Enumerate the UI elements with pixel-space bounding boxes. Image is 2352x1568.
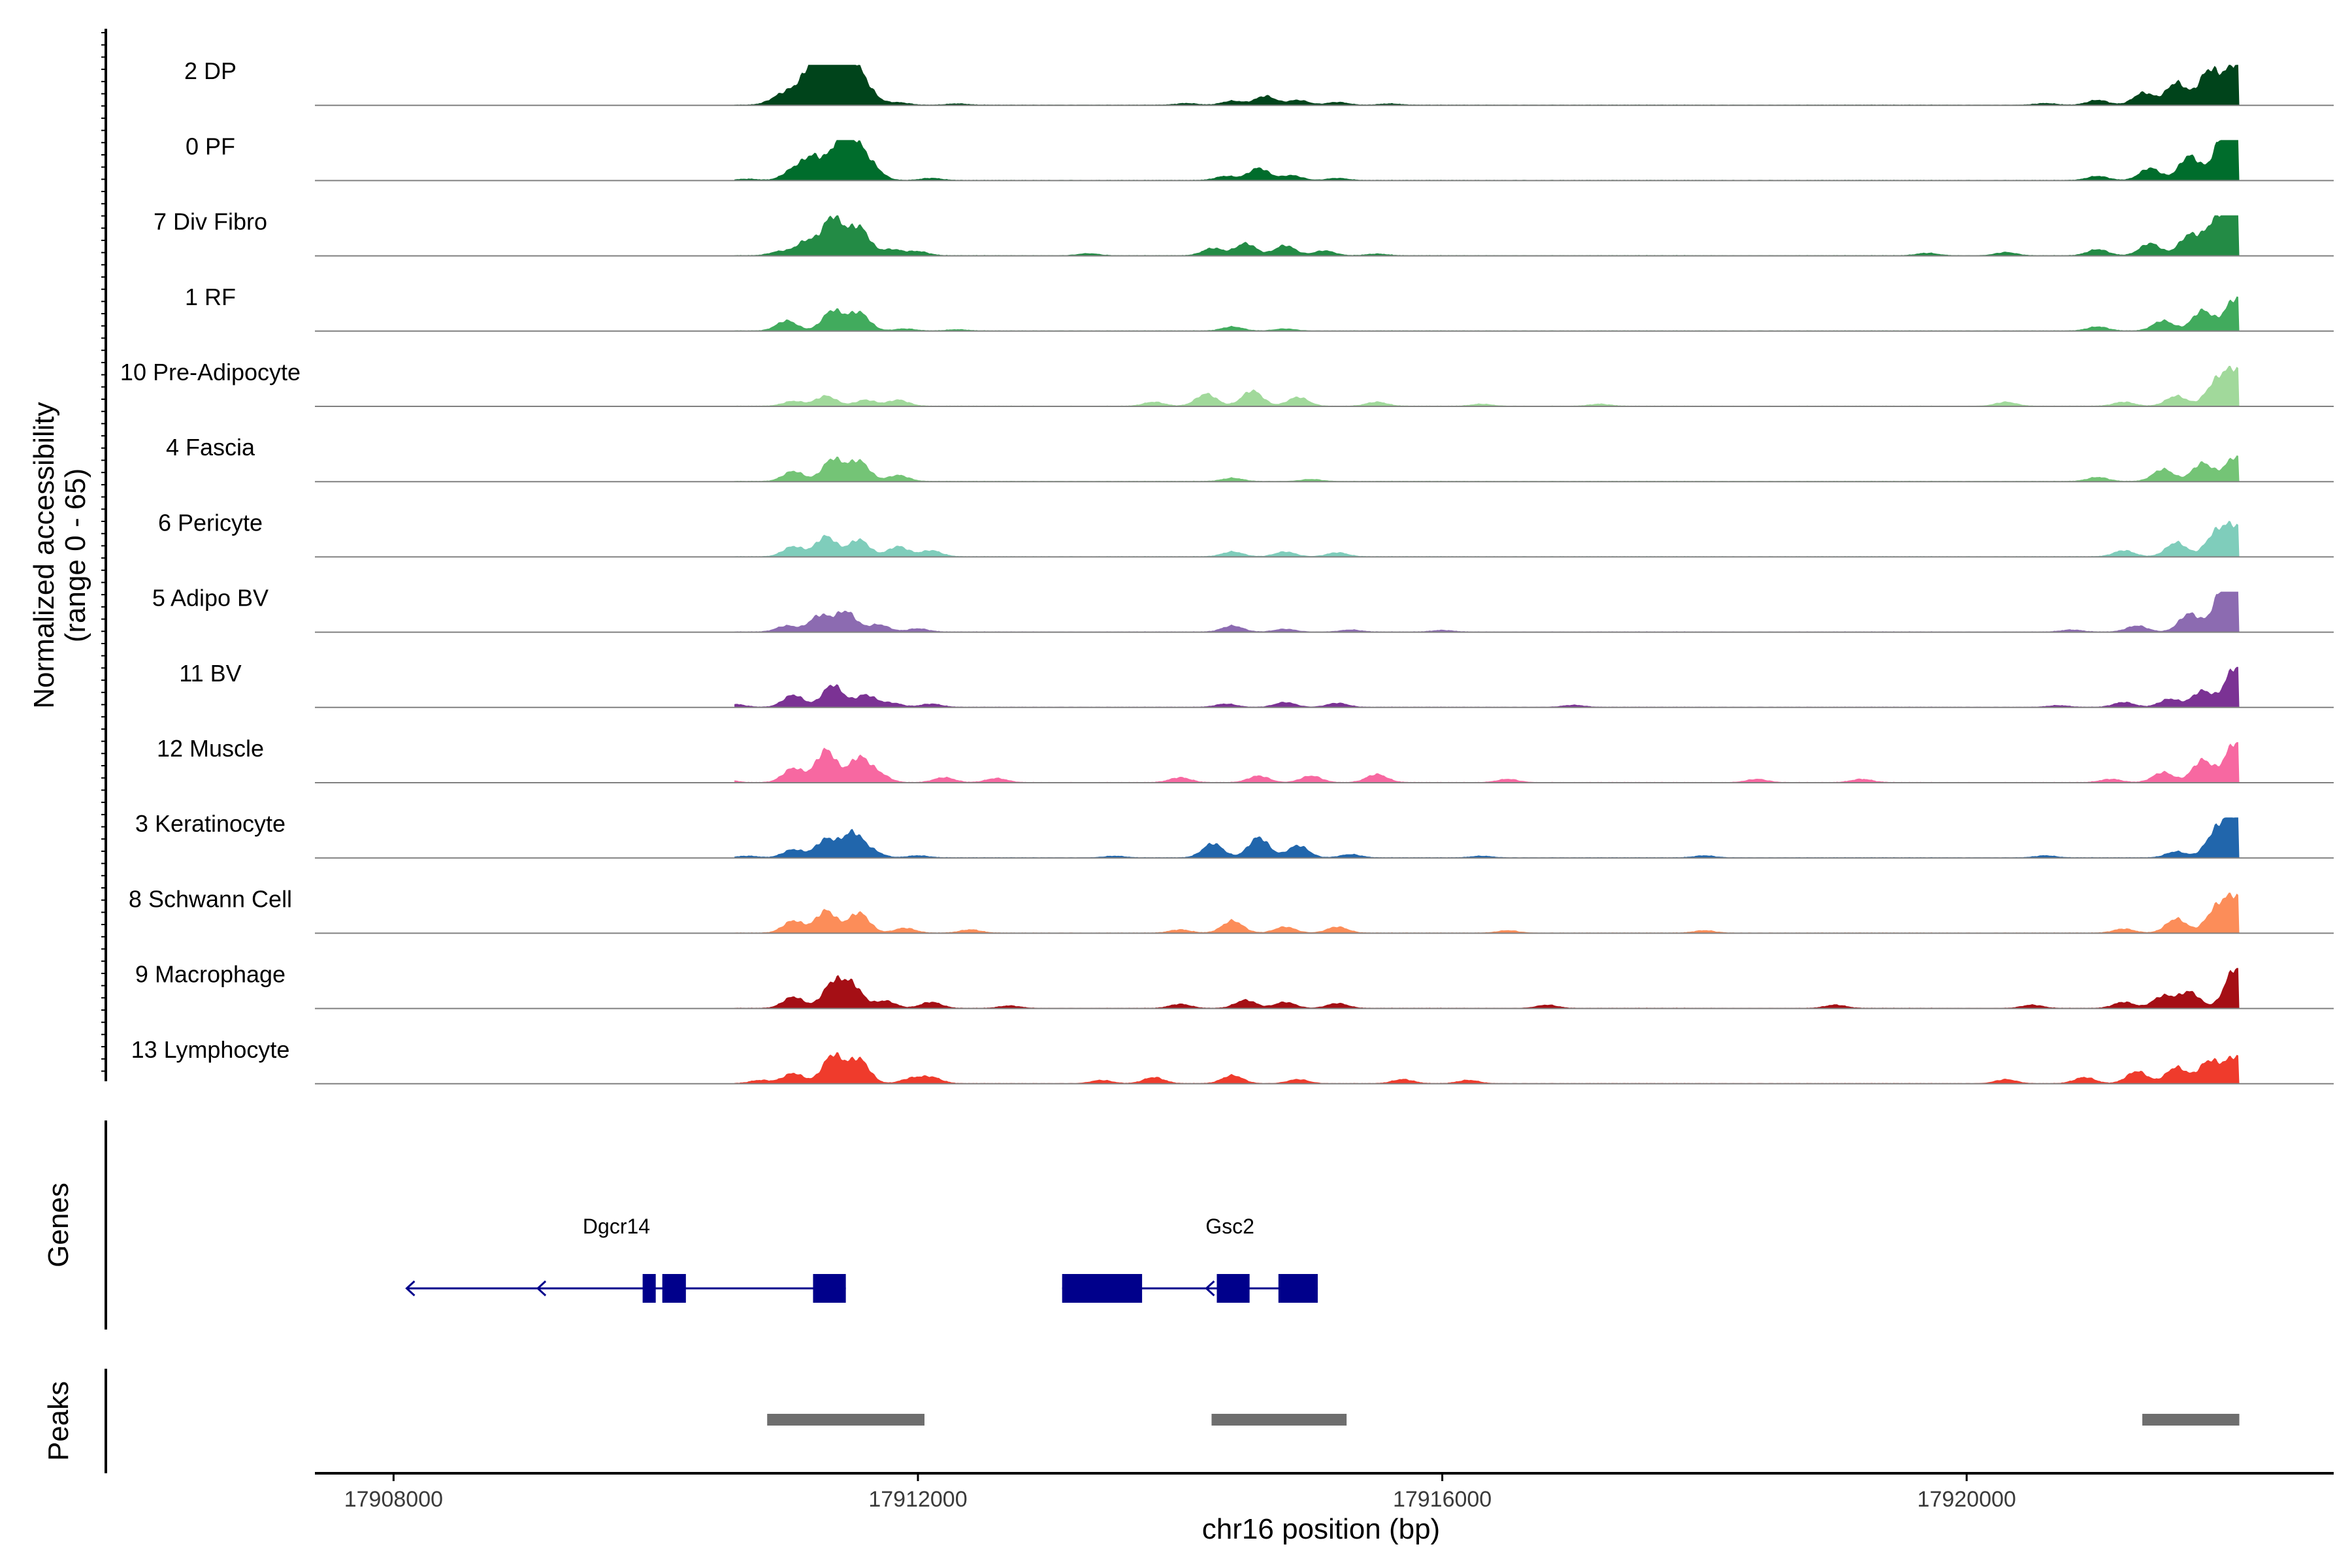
track-5: 10 Pre-Adipocyte (120, 359, 2334, 407)
coverage-area (734, 817, 2240, 858)
x-tick-label: 17912000 (868, 1487, 967, 1512)
track-label: 11 BV (179, 660, 241, 687)
track-4: 1 RF (185, 284, 2334, 332)
track-12: 8 Schwann Cell (129, 885, 2334, 934)
track-8: 5 Adipo BV (152, 585, 2334, 633)
peak-region (767, 1414, 925, 1426)
gene-exon (813, 1274, 846, 1303)
gene-gsc2: Gsc2 (1062, 1215, 1318, 1303)
y-axis-title: Normalized accessibility (28, 402, 60, 708)
track-label: 10 Pre-Adipocyte (120, 359, 301, 385)
coverage-area (734, 366, 2240, 406)
track-label: 3 Keratinocyte (135, 810, 286, 837)
gene-annotations: Dgcr14 Gsc2 (405, 1215, 1318, 1303)
track-label: 1 RF (185, 284, 236, 310)
track-label: 5 Adipo BV (152, 585, 269, 612)
track-label: 12 Muscle (157, 735, 264, 762)
peak-region (2142, 1414, 2240, 1426)
gene-exon (1278, 1274, 1318, 1303)
track-11: 3 Keratinocyte (135, 810, 2334, 859)
track-label: 13 Lymphocyte (131, 1036, 290, 1063)
strand-arrow (405, 1280, 416, 1297)
track-label: 4 Fascia (166, 434, 255, 461)
track-14: 13 Lymphocyte (131, 1036, 2334, 1085)
coverage-area (734, 666, 2240, 708)
x-tick-label: 17908000 (344, 1487, 443, 1512)
coverage-area (734, 591, 2240, 632)
coverage-area (734, 215, 2240, 256)
track-label: 7 Div Fibro (154, 208, 267, 235)
coverage-area (734, 65, 2240, 106)
coverage-area (734, 892, 2240, 934)
track-13: 9 Macrophage (135, 961, 2334, 1009)
coverage-area (734, 140, 2240, 181)
track-9: 11 BV (179, 660, 2334, 708)
gene-exon (1217, 1274, 1250, 1303)
coverage-area (734, 296, 2240, 331)
track-2: 0 PF (186, 133, 2334, 182)
coverage-area (734, 968, 2240, 1009)
strand-arrow (536, 1280, 547, 1297)
gene-label: Dgcr14 (583, 1215, 650, 1238)
strand-arrow (1205, 1280, 1215, 1297)
gene-label: Gsc2 (1205, 1215, 1254, 1238)
peak-regions (767, 1414, 2240, 1426)
x-axis-title: chr16 position (bp) (1202, 1513, 1440, 1545)
track-10: 12 Muscle (157, 735, 2334, 783)
track-3: 7 Div Fibro (154, 208, 2334, 257)
y-axis-subtitle: (range 0 - 65) (59, 468, 91, 643)
track-label: 9 Macrophage (135, 961, 286, 988)
coverage-area (734, 455, 2240, 482)
track-1: 2 DP (184, 57, 2334, 106)
track-label: 6 Pericyte (158, 509, 263, 536)
peaks-track-label: Peaks (42, 1381, 74, 1461)
strand-arrow (815, 1280, 826, 1297)
track-label: 0 PF (186, 133, 235, 159)
gene-exon (662, 1274, 686, 1303)
gene-exon (1062, 1274, 1143, 1303)
track-7: 6 Pericyte (158, 509, 2334, 558)
coverage-area (734, 521, 2240, 557)
coverage-tracks: 2 DP 0 PF 7 Div Fibro 1 RF 10 Pre-Adipocyte 4… (120, 57, 2334, 1085)
track-label: 2 DP (184, 57, 237, 84)
track-label: 8 Schwann Cell (129, 885, 292, 912)
peak-region (1211, 1414, 1347, 1426)
y-axis-ticks (101, 32, 106, 1072)
gene-exon (642, 1274, 656, 1303)
genes-track-label: Genes (42, 1183, 74, 1267)
gene-dgcr14: Dgcr14 (405, 1215, 846, 1303)
x-tick-label: 17920000 (1918, 1487, 2016, 1512)
coverage-area (734, 742, 2240, 783)
track-6: 4 Fascia (166, 434, 2334, 483)
x-axis-ticks: 17908000 17912000 17916000 17920000 (344, 1473, 2016, 1512)
x-tick-label: 17916000 (1393, 1487, 1492, 1512)
coverage-area (734, 1052, 2240, 1084)
